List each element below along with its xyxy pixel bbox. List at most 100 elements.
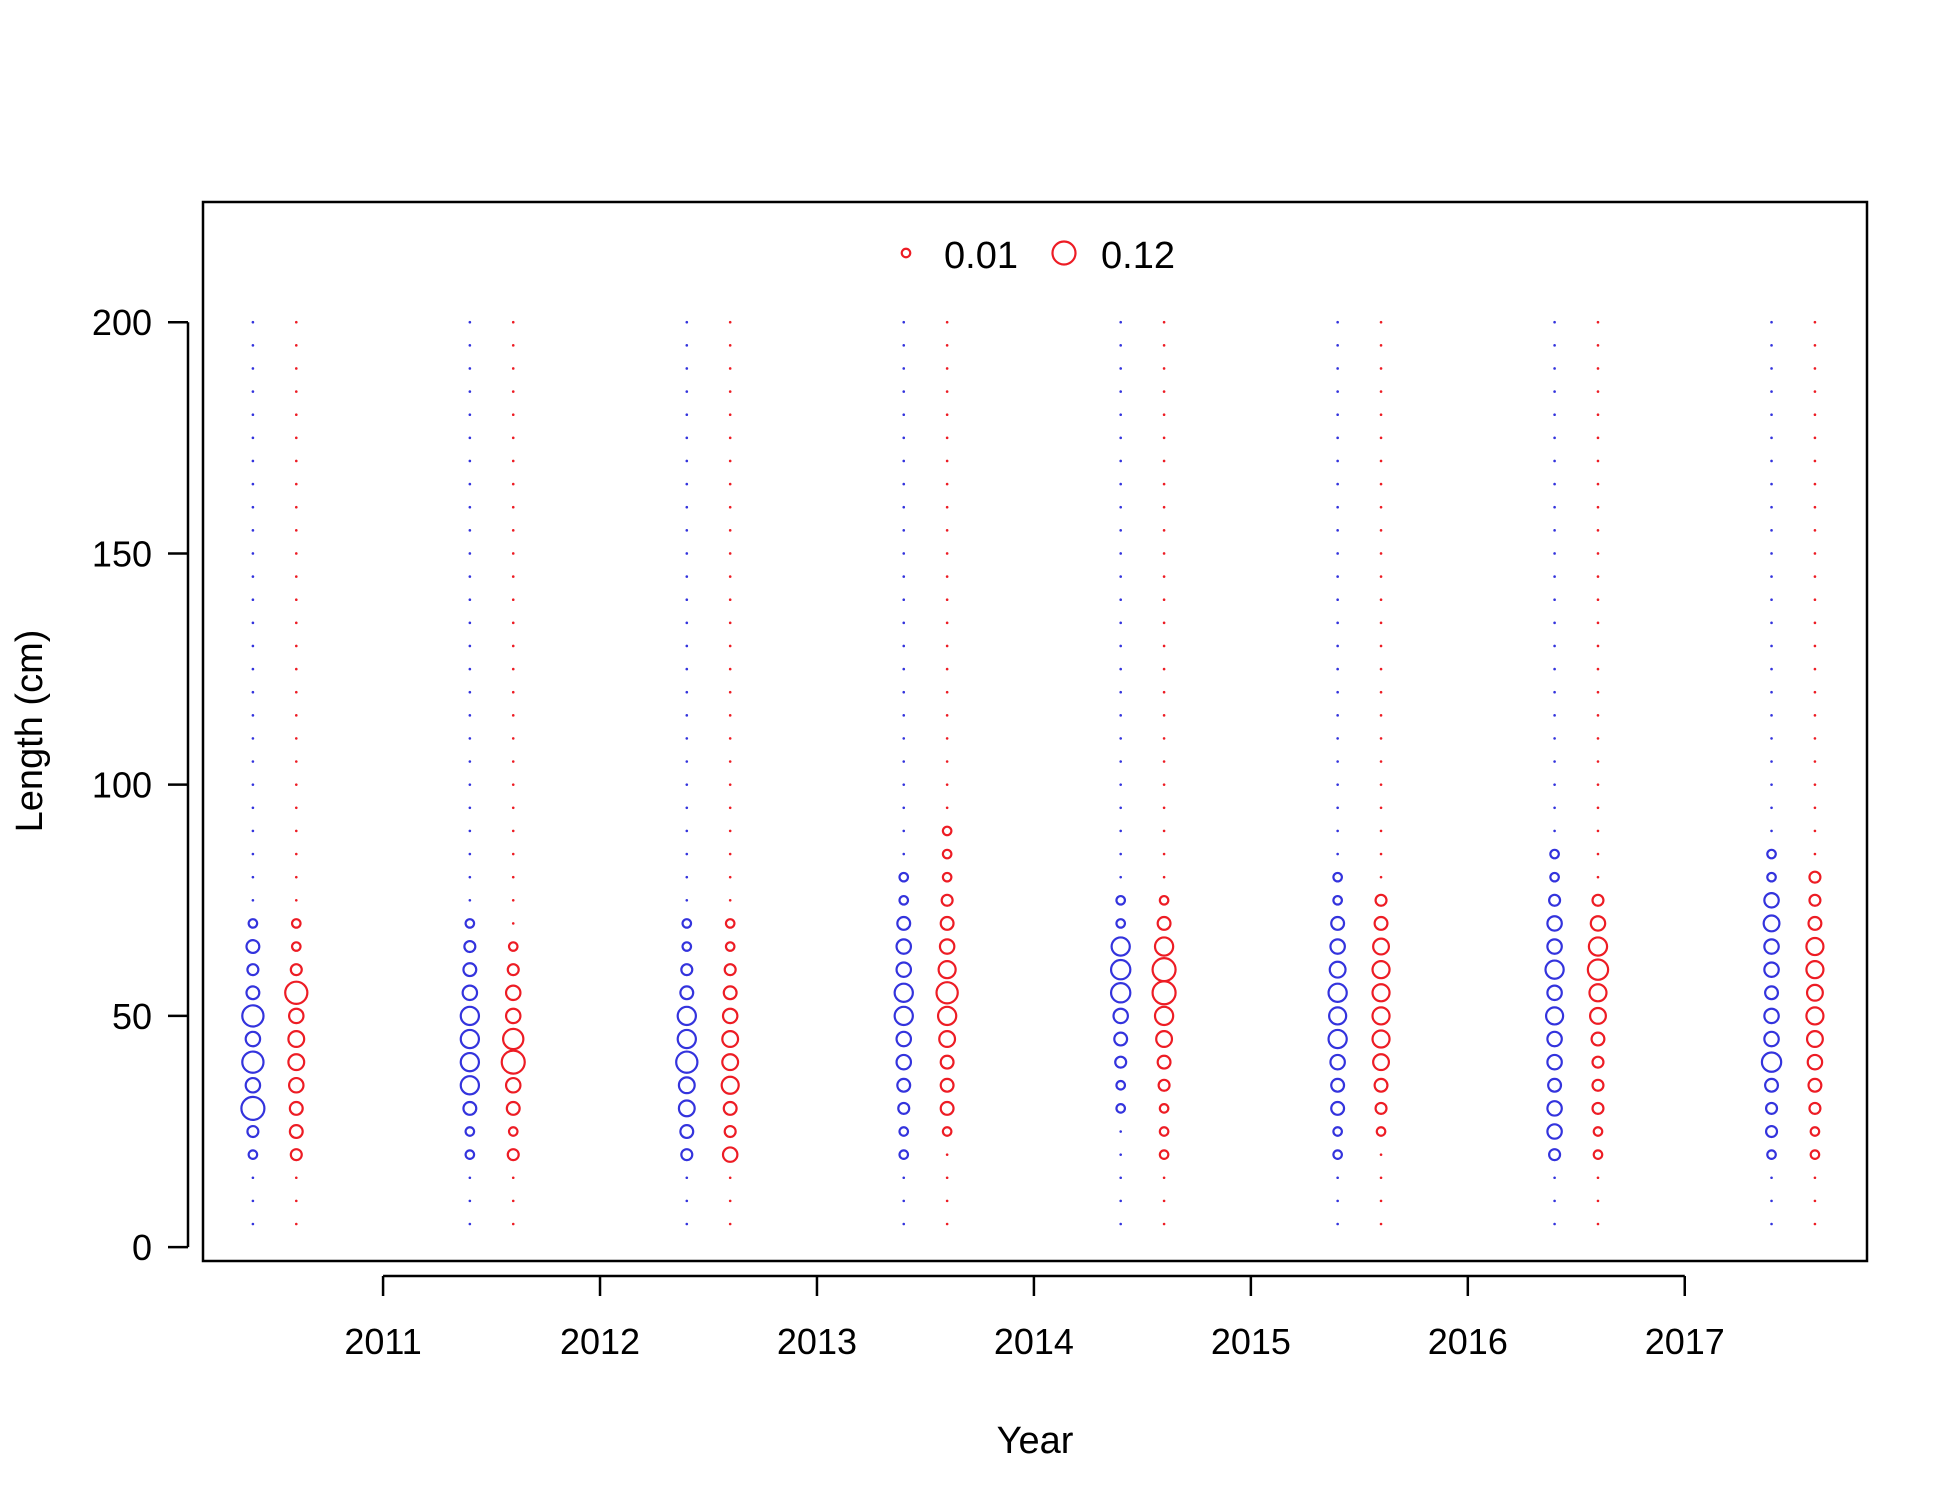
bubble xyxy=(1115,1079,1127,1091)
zero-point xyxy=(1119,505,1122,509)
zero-point xyxy=(251,760,255,763)
zero-point xyxy=(1553,621,1556,625)
bubble xyxy=(1332,1149,1343,1160)
zero-point xyxy=(1596,783,1600,786)
zero-point xyxy=(468,783,472,786)
bubble xyxy=(939,1100,955,1116)
bubble xyxy=(459,1005,481,1027)
bubble xyxy=(1548,1148,1562,1162)
bubble xyxy=(898,1126,910,1137)
zero-point xyxy=(1770,459,1773,463)
zero-point xyxy=(1162,1199,1166,1203)
zero-point xyxy=(1336,852,1339,856)
zero-point xyxy=(511,737,515,740)
zero-point xyxy=(1770,760,1773,763)
zero-point xyxy=(945,552,949,555)
zero-point xyxy=(1162,852,1166,856)
zero-point xyxy=(294,829,298,833)
zero-point xyxy=(1553,459,1556,463)
zero-point xyxy=(511,459,515,463)
bubble xyxy=(1763,1007,1780,1025)
zero-point xyxy=(1379,505,1383,509)
bubble xyxy=(723,963,737,977)
bubble xyxy=(1156,1054,1172,1070)
zero-point xyxy=(511,413,515,417)
bubble xyxy=(289,963,303,977)
zero-point xyxy=(511,598,515,602)
zero-point xyxy=(945,1153,949,1156)
bubble xyxy=(1546,1123,1563,1140)
zero-point xyxy=(945,413,949,417)
zero-point xyxy=(1596,320,1600,324)
zero-point xyxy=(1119,598,1122,602)
zero-point xyxy=(1379,390,1383,393)
bubble xyxy=(1591,1055,1605,1069)
zero-point xyxy=(511,667,515,671)
zero-point xyxy=(1813,783,1817,786)
bubble xyxy=(1114,1055,1128,1069)
bubble xyxy=(1546,1100,1563,1117)
zero-point xyxy=(251,1222,255,1226)
zero-point xyxy=(468,644,472,648)
bubble xyxy=(464,1149,476,1160)
zero-point xyxy=(902,598,906,602)
bubble xyxy=(502,1027,525,1051)
zero-point xyxy=(902,690,906,694)
zero-point xyxy=(1119,1176,1122,1180)
zero-point xyxy=(685,552,689,555)
zero-point xyxy=(728,598,732,602)
zero-point xyxy=(251,344,255,347)
zero-point xyxy=(1813,552,1817,555)
zero-point xyxy=(1553,436,1556,440)
zero-point xyxy=(1336,690,1339,694)
zero-point xyxy=(1379,806,1383,810)
bubble xyxy=(1151,957,1177,983)
bubble xyxy=(1764,1124,1779,1139)
zero-point xyxy=(728,621,732,625)
bubble xyxy=(1809,1149,1821,1160)
zero-point xyxy=(1162,459,1166,463)
zero-point xyxy=(945,1222,949,1226)
zero-point xyxy=(1813,459,1817,463)
zero-point xyxy=(945,344,949,347)
bubble xyxy=(941,825,953,837)
bubble xyxy=(464,918,476,929)
zero-point xyxy=(1119,436,1122,440)
bubble xyxy=(1158,1126,1170,1137)
zero-point xyxy=(468,760,472,763)
zero-point xyxy=(1813,1199,1817,1203)
bubble xyxy=(1151,980,1177,1006)
zero-point xyxy=(902,1176,906,1180)
x-tick-label: 2011 xyxy=(344,1321,421,1362)
zero-point xyxy=(468,482,472,486)
zero-point xyxy=(1553,575,1556,578)
bubble xyxy=(1764,1101,1779,1115)
bubble xyxy=(288,1100,304,1116)
zero-point xyxy=(511,482,515,486)
bubble xyxy=(1807,915,1823,931)
zero-point xyxy=(294,505,298,509)
zero-point xyxy=(1596,436,1600,440)
zero-point xyxy=(1162,875,1166,879)
zero-point xyxy=(251,667,255,671)
zero-point xyxy=(1596,390,1600,393)
zero-point xyxy=(1379,436,1383,440)
bubble xyxy=(681,918,693,929)
zero-point xyxy=(1119,1199,1122,1203)
y-axis-title: Length (cm) xyxy=(9,630,51,833)
zero-point xyxy=(685,390,689,393)
zero-point xyxy=(1553,482,1556,486)
zero-point xyxy=(1119,852,1122,856)
zero-point xyxy=(511,760,515,763)
zero-point xyxy=(1813,390,1817,393)
bubble xyxy=(1327,982,1348,1003)
zero-point xyxy=(511,505,515,509)
zero-point xyxy=(1596,413,1600,417)
bubble xyxy=(1806,1053,1824,1071)
bubble xyxy=(677,1076,696,1095)
bubble xyxy=(1327,1028,1348,1050)
zero-point xyxy=(1770,367,1773,370)
zero-point xyxy=(468,829,472,833)
zero-point xyxy=(685,529,689,532)
zero-point xyxy=(1336,806,1339,810)
